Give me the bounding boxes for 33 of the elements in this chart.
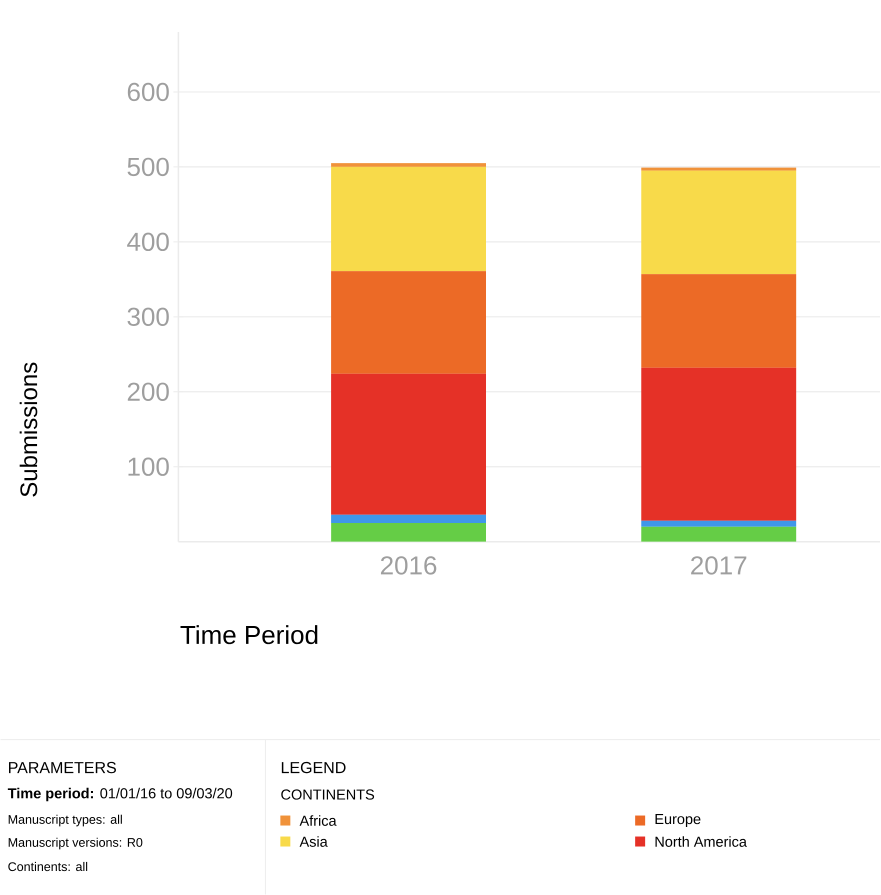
text: LEGEND (282, 762, 346, 774)
bar (641, 168, 796, 171)
bar (331, 514, 486, 523)
bar (641, 274, 796, 368)
bar (331, 163, 486, 167)
bar (331, 166, 486, 272)
y-tick-label: 200 (128, 382, 169, 401)
bar (331, 271, 486, 374)
text: Manuscript versions: R0 (8, 838, 142, 850)
y-tick-label: 300 (128, 308, 169, 326)
text: Manuscript types: all (8, 814, 122, 826)
x-axis-title: Time Period (180, 625, 318, 644)
bar (641, 170, 796, 274)
legend-label: Asia (300, 836, 328, 847)
bar (331, 374, 486, 515)
legend-label: North America (656, 836, 748, 847)
x-tick-label: 2017 (691, 556, 746, 575)
bar (641, 368, 796, 521)
text: PARAMETERS (9, 762, 116, 774)
bar (331, 522, 486, 542)
y-axis-title: Submissions (20, 362, 38, 497)
bar (641, 520, 796, 527)
x-tick-label: 2016 (381, 556, 436, 575)
legend-label: Europe (656, 814, 701, 828)
y-tick-label: 500 (128, 158, 169, 176)
bar (641, 526, 796, 542)
legend-title: CONTINENTS (281, 789, 374, 800)
text: Time period: 01/01/16 to 09/03/20 (8, 788, 232, 802)
legend-label: Africa (300, 815, 337, 826)
y-tick-label: 400 (127, 232, 169, 252)
y-tick-label: 600 (128, 82, 169, 102)
y-tick-label: 100 (128, 458, 169, 476)
text: Continents: all (8, 862, 88, 872)
